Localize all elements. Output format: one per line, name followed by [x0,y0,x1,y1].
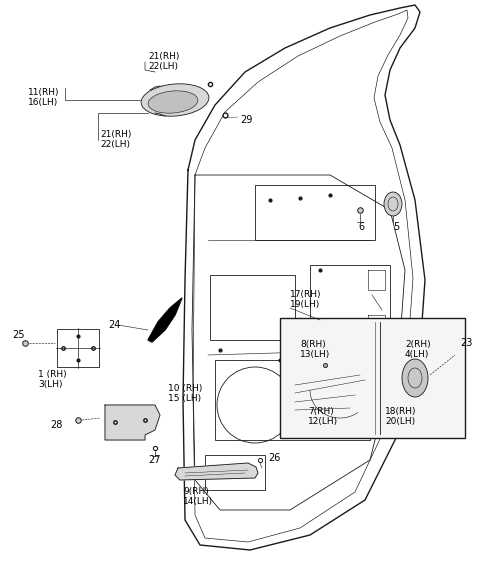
Text: 15 (LH): 15 (LH) [168,394,201,403]
Text: 26: 26 [268,453,280,463]
Text: 1 (RH): 1 (RH) [38,370,67,379]
Text: 29: 29 [240,115,252,125]
Text: 16(LH): 16(LH) [28,98,58,107]
Text: 10 (RH): 10 (RH) [168,384,203,393]
Text: 13(LH): 13(LH) [300,350,330,359]
Text: 11(RH): 11(RH) [28,88,60,97]
Text: 25: 25 [12,330,24,340]
Text: 12(LH): 12(LH) [308,417,338,426]
Text: 2(RH): 2(RH) [405,340,431,349]
Polygon shape [175,463,258,480]
Ellipse shape [384,192,402,216]
Ellipse shape [141,84,209,116]
Bar [255,185,375,240]
Text: 28: 28 [50,420,62,430]
Ellipse shape [148,91,198,113]
Ellipse shape [402,359,428,397]
Text: 14(LH): 14(LH) [183,497,213,506]
Text: 22(LH): 22(LH) [100,140,130,149]
Polygon shape [105,405,160,440]
Text: 5: 5 [393,222,399,232]
Text: 8(RH): 8(RH) [300,340,326,349]
Text: 27: 27 [148,455,160,465]
Text: 19(LH): 19(LH) [290,300,320,309]
Bar [210,275,295,340]
Text: 24: 24 [108,320,120,330]
Bar [205,455,265,490]
Text: 4(LH): 4(LH) [405,350,430,359]
Text: 3(LH): 3(LH) [38,380,62,389]
Text: 17(RH): 17(RH) [290,290,322,299]
Bar [310,265,390,330]
Text: 20(LH): 20(LH) [385,417,415,426]
Text: 21(RH): 21(RH) [100,130,132,139]
Text: 21(RH): 21(RH) [148,52,180,61]
Text: 6: 6 [358,222,364,232]
Text: 18(RH): 18(RH) [385,407,417,416]
Text: 9(RH): 9(RH) [183,487,209,496]
Text: 22(LH): 22(LH) [148,62,178,71]
FancyBboxPatch shape [280,318,465,438]
Text: 7(RH): 7(RH) [308,407,334,416]
Bar [215,360,370,440]
Polygon shape [148,298,182,342]
Text: 23: 23 [460,338,472,348]
